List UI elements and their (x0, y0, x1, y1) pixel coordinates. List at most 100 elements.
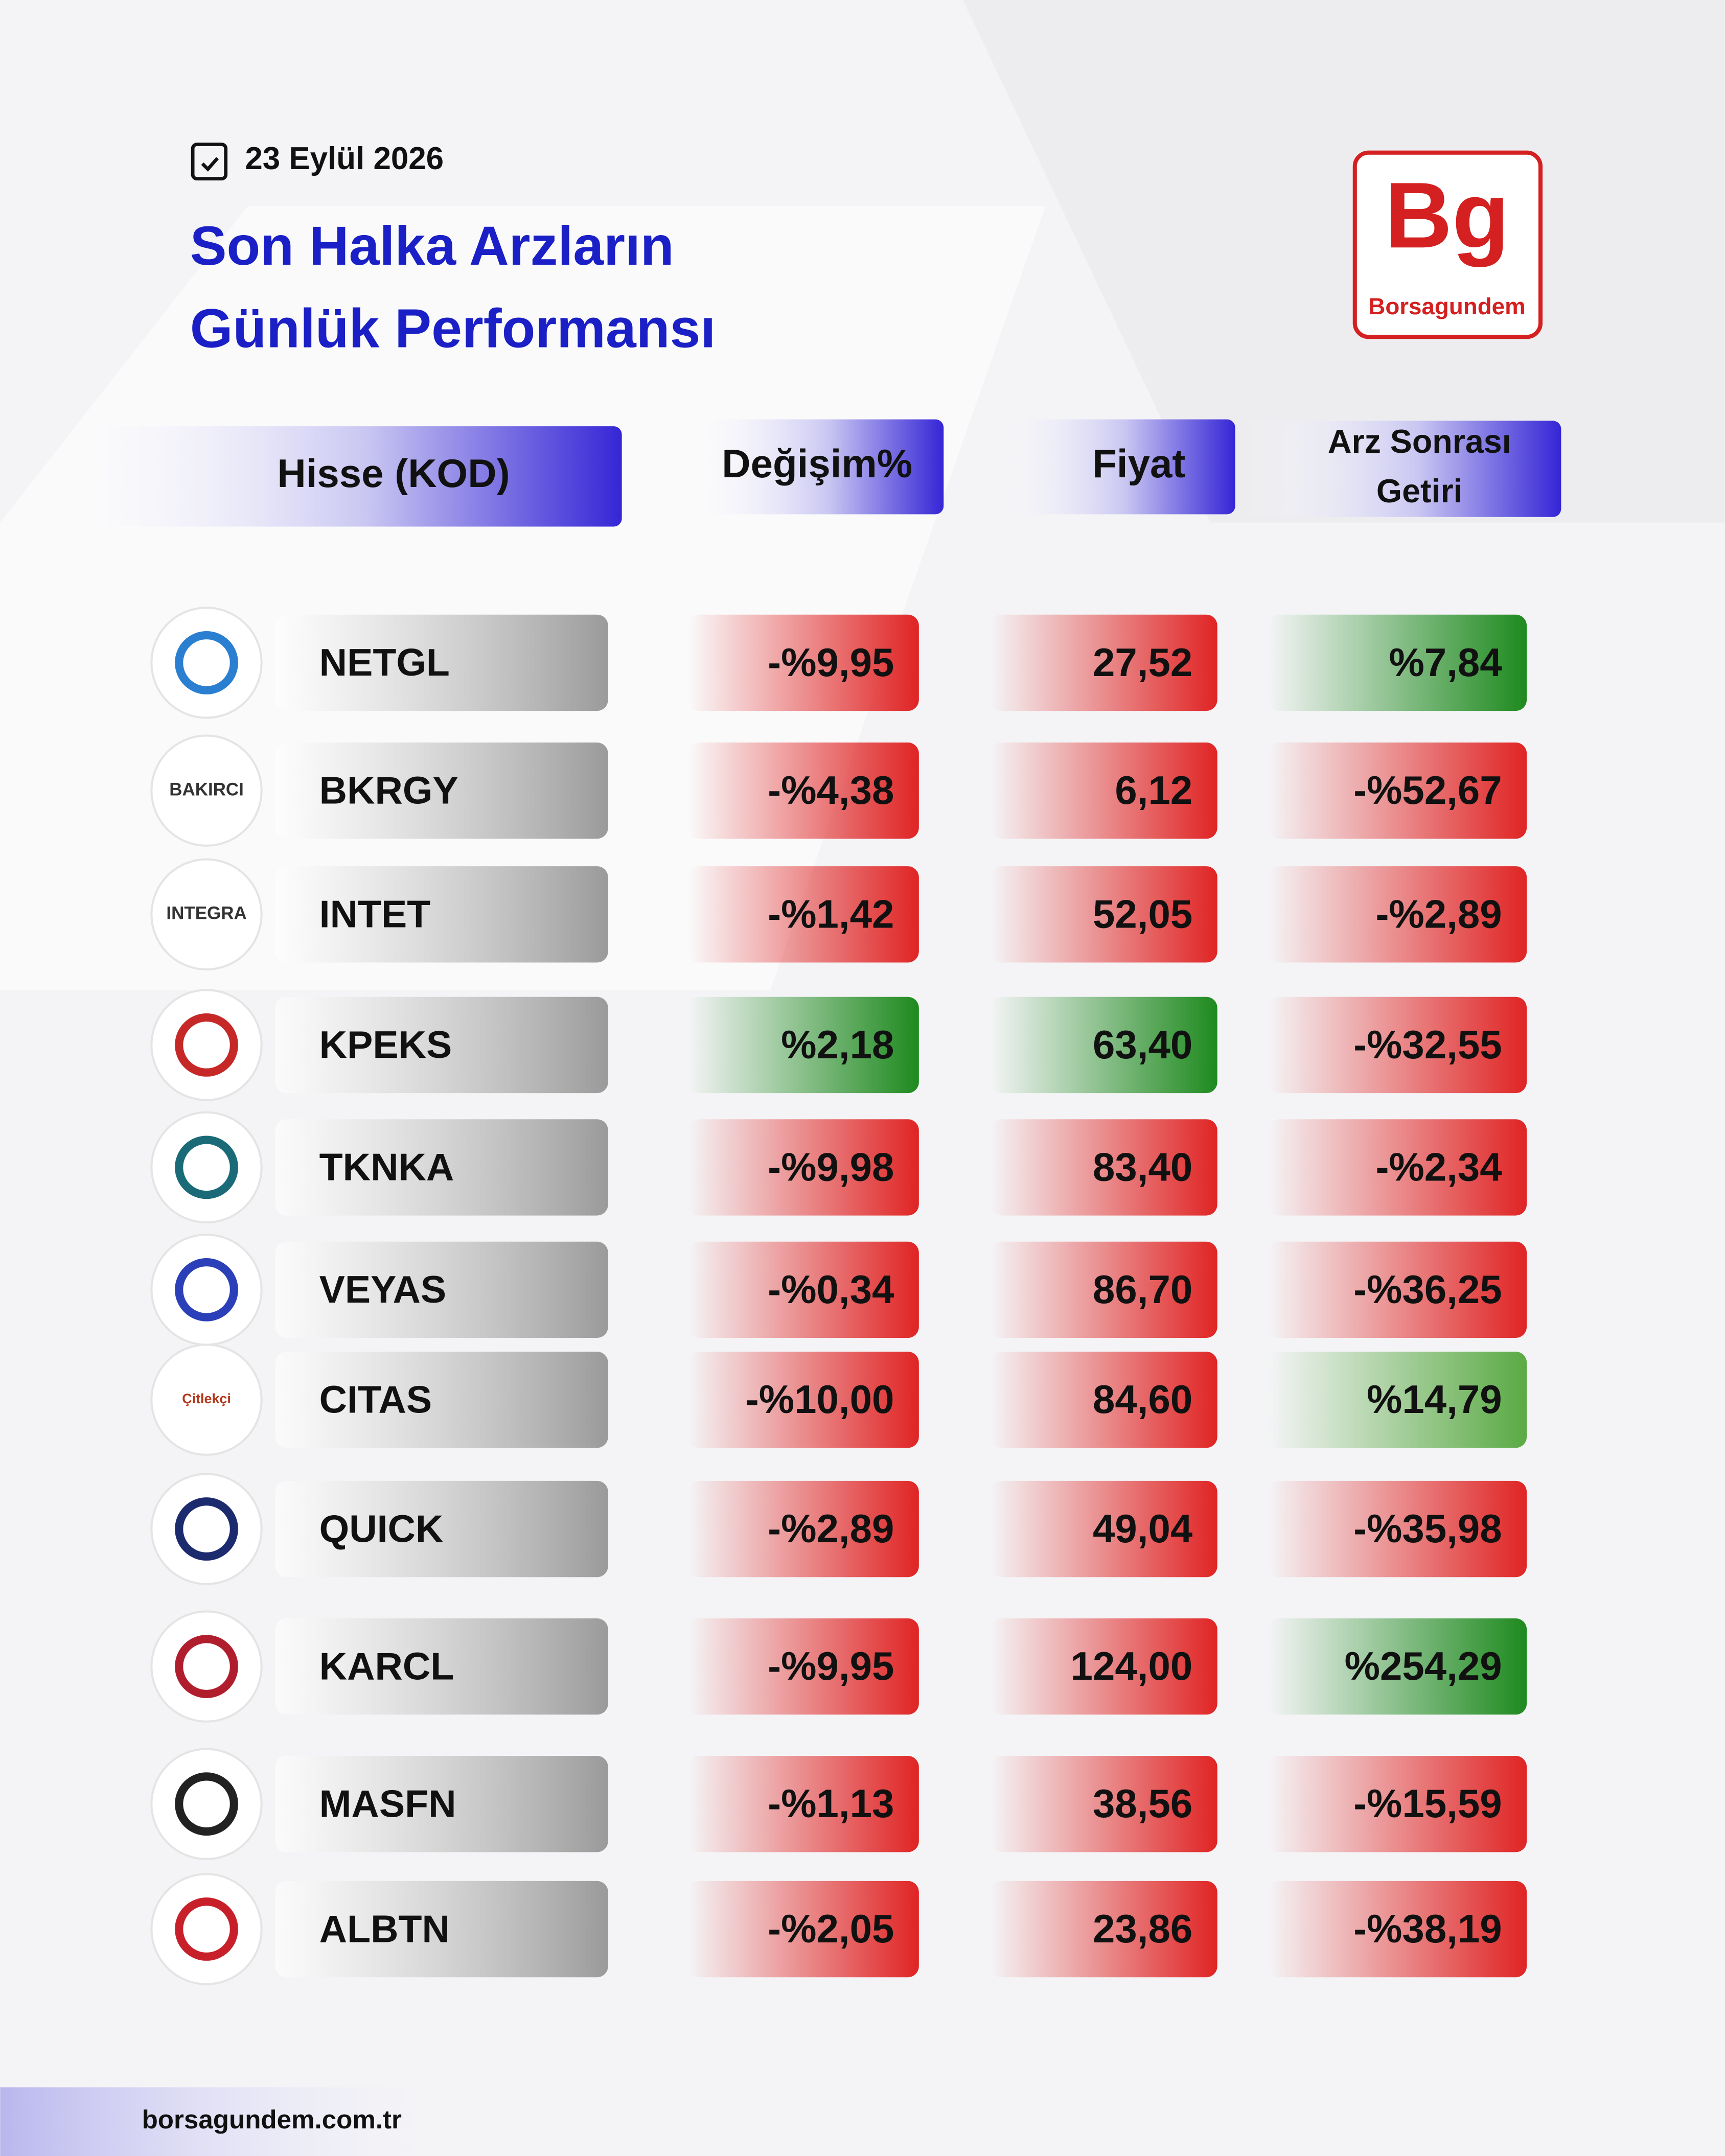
column-header-bg (687, 419, 944, 515)
logo-circle (150, 858, 263, 970)
stock-code: NETGL (319, 641, 450, 684)
logo-circle (150, 607, 263, 719)
cell-value: -%36,25 (1353, 1267, 1502, 1312)
code-bg (275, 614, 608, 711)
cell-value: 27,52 (1093, 640, 1192, 685)
cell-value: 52,05 (1093, 891, 1192, 936)
cell-value: %14,79 (1367, 1377, 1502, 1422)
value-cell (1268, 1756, 1527, 1852)
stock-code: QUICK (319, 1507, 444, 1550)
code-bg (275, 742, 608, 839)
stock-code: MASFN (319, 1782, 456, 1825)
cell-value: -%9,95 (768, 1643, 894, 1688)
value-cell (990, 1618, 1217, 1715)
value-cell (687, 996, 919, 1094)
cell-value: -%32,55 (1353, 1022, 1502, 1067)
value-cell (990, 866, 1217, 963)
value-cell (990, 1119, 1217, 1216)
logo-circle (150, 989, 263, 1101)
cell-value: -%10,00 (746, 1377, 894, 1422)
code-bg (275, 1351, 608, 1448)
code-bg (275, 1480, 608, 1578)
value-cell (687, 1480, 919, 1578)
title-line: Son Halka Arzların (190, 215, 674, 276)
date: 23 Eylül 2026 (245, 141, 444, 176)
cell-value: -%9,95 (768, 640, 894, 685)
value-cell (1268, 614, 1527, 711)
code-bg (275, 1241, 608, 1338)
value-cell (1268, 1618, 1527, 1715)
stock-code: VEYAS (319, 1268, 446, 1311)
row-logo-text: BAKIRCI (169, 779, 244, 799)
column-header: Hisse (KOD) (277, 451, 510, 496)
value-cell (687, 1351, 919, 1448)
value-cell (990, 1241, 1217, 1338)
logo-mark (175, 1897, 238, 1961)
title-line: Günlük Performansı (190, 298, 716, 359)
logo-mark (175, 1772, 238, 1836)
cell-value: %7,84 (1389, 640, 1502, 685)
footer-band (0, 2087, 853, 2156)
cell-value: 83,40 (1093, 1144, 1192, 1189)
cell-value: -%0,34 (768, 1267, 894, 1312)
value-cell (687, 1241, 919, 1338)
logo-mark (175, 631, 238, 694)
logo-mark: Bg (1385, 163, 1509, 267)
stock-code: TKNKA (319, 1146, 454, 1189)
cell-value: -%35,98 (1353, 1506, 1502, 1551)
column-header-bg (1245, 421, 1561, 517)
stock-code: KARCL (319, 1644, 454, 1687)
row-logo-text: INTEGRA (166, 903, 246, 923)
value-cell (687, 866, 919, 963)
logo-circle (150, 1343, 263, 1456)
cell-value: 63,40 (1093, 1022, 1192, 1067)
value-cell (1268, 866, 1527, 963)
stock-code: BKRGY (319, 769, 458, 812)
cell-value: -%1,13 (768, 1781, 894, 1826)
cell-value: -%38,19 (1353, 1906, 1502, 1951)
cell-value: 49,04 (1093, 1506, 1192, 1551)
logo-circle (150, 1610, 263, 1723)
cell-value: %254,29 (1345, 1643, 1502, 1688)
value-cell (687, 1119, 919, 1216)
calendar-icon (191, 143, 228, 181)
cell-value: 23,86 (1093, 1906, 1192, 1951)
value-cell (687, 1618, 919, 1715)
cell-value: 84,60 (1093, 1377, 1192, 1422)
value-cell (1268, 996, 1527, 1094)
code-bg (275, 1756, 608, 1852)
value-cell (687, 1756, 919, 1852)
logo-mark (175, 1258, 238, 1322)
value-cell (687, 742, 919, 839)
logo-mark (175, 1497, 238, 1561)
row-logo-text: Çitlekçi (182, 1391, 231, 1406)
logo-circle (150, 1748, 263, 1860)
logo-circle (150, 1111, 263, 1224)
value-cell (990, 1351, 1217, 1448)
value-cell (990, 742, 1217, 839)
cell-value: -%4,38 (768, 768, 894, 813)
column-header-bg (55, 426, 622, 527)
bg-shape (962, 0, 1725, 523)
value-cell (990, 996, 1217, 1094)
column-header-bg (990, 419, 1235, 515)
calendar-check (201, 157, 219, 172)
cell-value: 6,12 (1115, 768, 1192, 813)
cell-value: -%1,42 (768, 891, 894, 936)
value-cell (990, 1480, 1217, 1578)
code-bg (275, 996, 608, 1094)
column-header: Fiyat (1092, 441, 1185, 486)
logo-mark (175, 1013, 238, 1077)
cell-value: 124,00 (1071, 1643, 1193, 1688)
value-cell (1268, 1881, 1527, 1978)
logo-circle (150, 734, 263, 847)
column-header: Arz Sonrası (1328, 423, 1511, 460)
column-header: Getiri (1376, 473, 1463, 509)
cell-value: 86,70 (1093, 1267, 1192, 1312)
logo-name: Borsagundem (1368, 293, 1525, 319)
column-header: Değişim% (722, 441, 912, 486)
value-cell (990, 1881, 1217, 1978)
cell-value: -%52,67 (1353, 768, 1502, 813)
